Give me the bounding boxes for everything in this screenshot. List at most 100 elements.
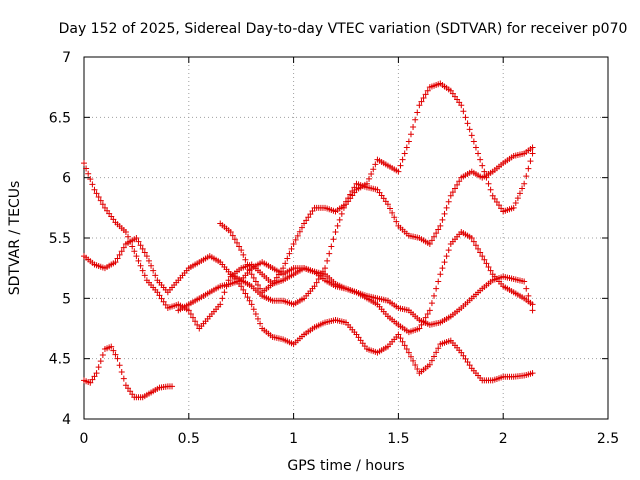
data-point xyxy=(85,170,92,177)
x-axis-label: GPS time / hours xyxy=(287,458,404,474)
data-point xyxy=(192,318,199,325)
y-tick-label: 4.5 xyxy=(49,352,71,368)
data-point xyxy=(521,180,528,187)
data-point xyxy=(99,201,106,208)
data-point xyxy=(150,267,157,274)
data-point xyxy=(403,346,410,353)
data-point xyxy=(431,292,438,299)
data-point xyxy=(529,144,536,151)
data-point xyxy=(236,243,243,250)
data-point xyxy=(112,351,119,358)
x-tick-label: 2 xyxy=(499,431,508,447)
data-point xyxy=(250,306,257,313)
data-point xyxy=(154,289,161,296)
data-point xyxy=(447,192,454,199)
data-point xyxy=(493,199,500,206)
data-point xyxy=(231,236,238,243)
data-point xyxy=(89,376,96,383)
data-point xyxy=(529,150,536,157)
y-tick-label: 5 xyxy=(62,291,71,307)
data-point xyxy=(91,186,98,193)
data-point xyxy=(412,361,419,368)
data-point xyxy=(426,361,433,368)
x-tick-label: 1.5 xyxy=(387,431,409,447)
data-point xyxy=(296,228,303,235)
data-point xyxy=(481,256,488,263)
data-point xyxy=(282,260,289,267)
data-point xyxy=(483,174,490,181)
data-point xyxy=(439,216,446,223)
series-track-5 xyxy=(217,80,536,296)
data-point xyxy=(395,331,402,338)
data-point xyxy=(254,282,261,289)
data-point xyxy=(112,259,119,266)
data-point xyxy=(451,185,458,192)
data-point xyxy=(133,235,140,241)
data-point xyxy=(443,253,450,260)
data-point xyxy=(326,250,333,257)
data-point xyxy=(137,262,144,269)
data-point xyxy=(405,138,412,145)
data-point xyxy=(305,214,312,221)
data-point xyxy=(424,87,431,94)
data-point xyxy=(141,272,148,279)
data-point xyxy=(449,189,456,196)
data-point xyxy=(389,209,396,216)
data-point xyxy=(116,251,123,258)
data-point xyxy=(527,158,534,165)
data-point xyxy=(83,165,90,172)
data-point xyxy=(428,237,435,244)
data-point xyxy=(131,248,138,255)
data-point xyxy=(298,224,305,231)
data-point xyxy=(401,342,408,349)
data-point xyxy=(498,205,505,212)
data-point xyxy=(401,150,408,157)
data-point xyxy=(468,235,475,241)
data-point xyxy=(89,181,96,188)
data-point xyxy=(280,265,287,272)
series-track-2 xyxy=(81,343,176,401)
data-point xyxy=(422,91,429,98)
data-point xyxy=(194,321,201,328)
data-point xyxy=(370,166,377,173)
data-point xyxy=(118,248,125,255)
data-point xyxy=(395,168,402,175)
data-point xyxy=(156,292,163,299)
data-point xyxy=(338,210,345,217)
data-point xyxy=(141,249,148,256)
x-tick-label: 0 xyxy=(80,431,89,447)
data-point xyxy=(148,262,155,269)
data-point xyxy=(246,297,253,304)
data-point xyxy=(278,268,285,275)
data-point xyxy=(307,211,314,218)
data-point xyxy=(523,285,530,292)
data-point xyxy=(410,123,417,130)
data-point xyxy=(99,352,106,359)
data-point xyxy=(441,210,448,217)
data-point xyxy=(366,175,373,182)
data-point xyxy=(472,144,479,151)
data-point xyxy=(523,173,530,180)
series-track-4 xyxy=(175,144,536,314)
y-tick-label: 6.5 xyxy=(49,110,71,126)
data-point xyxy=(422,314,429,321)
data-point xyxy=(399,338,406,345)
data-point xyxy=(441,259,448,266)
data-point xyxy=(521,278,528,285)
data-point xyxy=(135,257,142,264)
data-point xyxy=(81,160,87,167)
data-point xyxy=(284,255,291,262)
data-point xyxy=(479,162,486,169)
data-point xyxy=(479,253,486,260)
data-point xyxy=(238,283,245,290)
data-point xyxy=(330,236,337,243)
data-point xyxy=(439,265,446,272)
data-point xyxy=(391,214,398,221)
data-point xyxy=(229,232,236,239)
data-point xyxy=(87,379,94,386)
data-point xyxy=(257,320,264,327)
data-point xyxy=(443,204,450,211)
data-point xyxy=(95,364,102,371)
data-point xyxy=(303,217,310,224)
data-point xyxy=(125,233,132,240)
